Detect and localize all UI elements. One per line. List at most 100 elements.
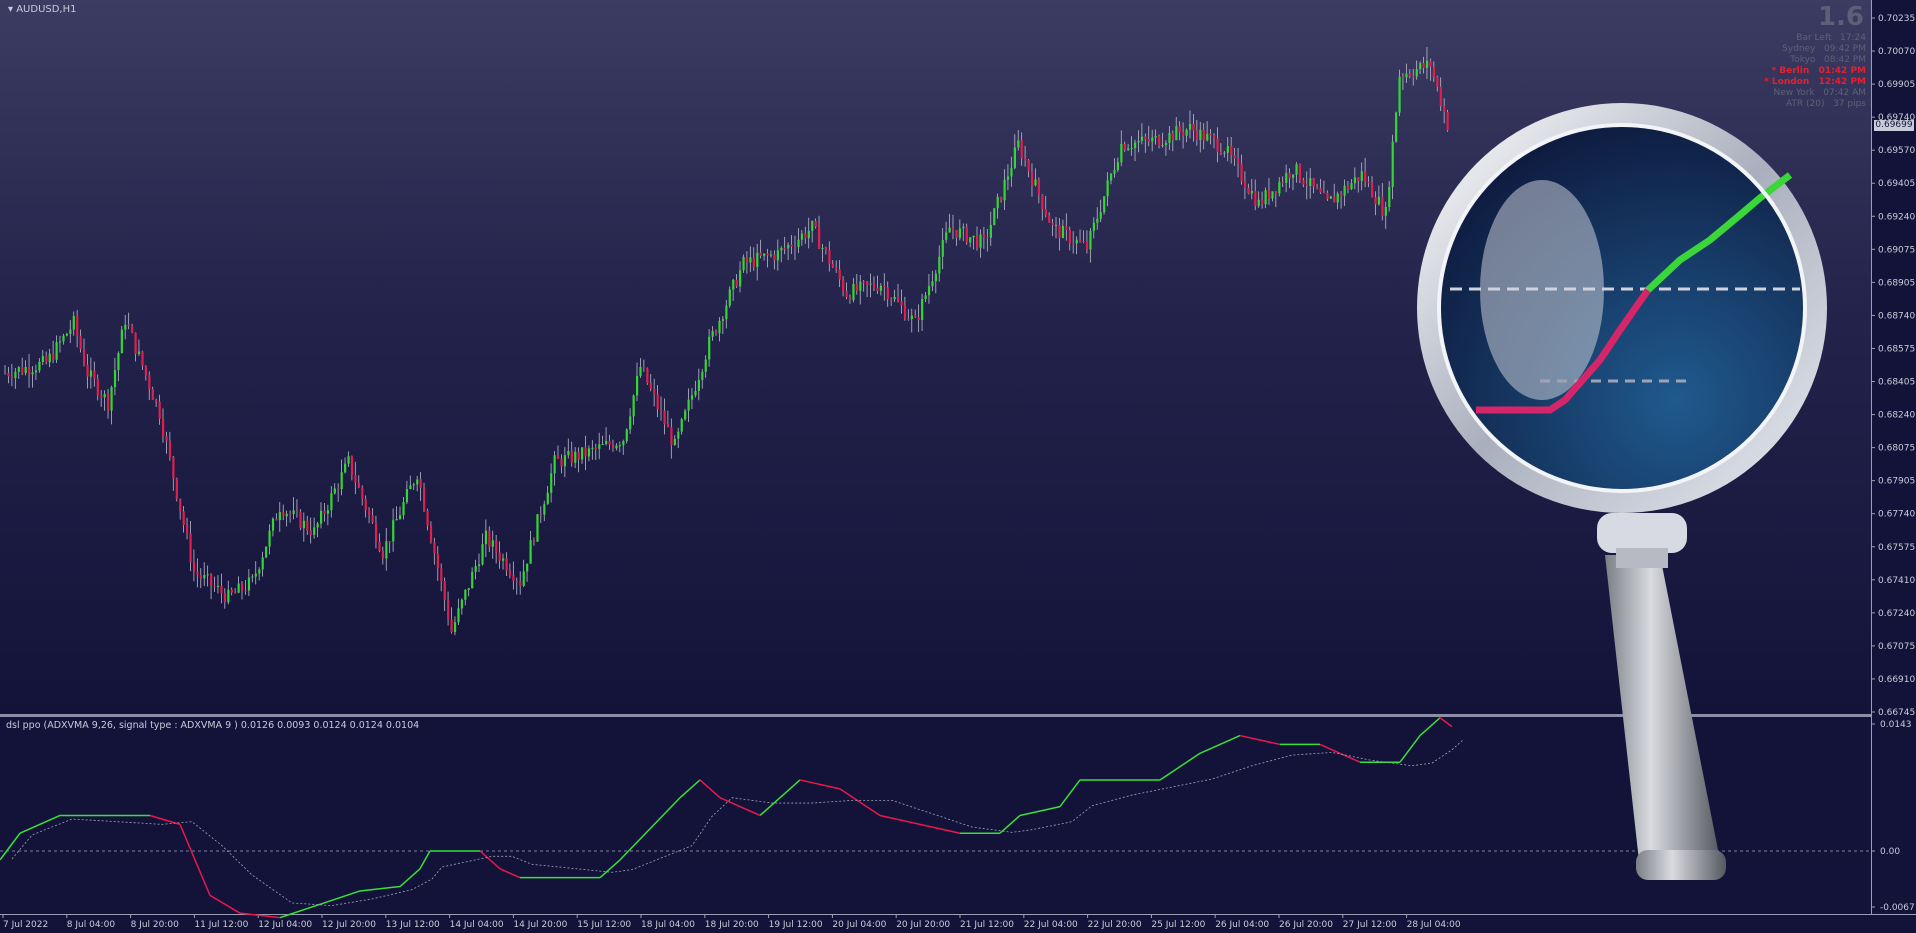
bear-candle <box>1261 199 1264 205</box>
bull-candle <box>258 569 261 574</box>
bull-candle <box>316 523 319 528</box>
bear-candle <box>433 542 436 554</box>
bull-candle <box>1395 112 1398 142</box>
bull-candle <box>787 244 790 249</box>
time-axis[interactable] <box>0 914 1916 933</box>
bull-candle <box>24 367 27 374</box>
bull-candle <box>1013 147 1016 168</box>
bear-candle <box>189 533 192 562</box>
bull-candle <box>203 574 206 579</box>
bear-candle <box>745 256 749 263</box>
bull-candle <box>958 228 962 238</box>
magnifier-collar <box>1597 513 1687 553</box>
bear-candle <box>773 254 776 261</box>
bull-candle <box>690 395 694 400</box>
bull-candle <box>409 485 412 490</box>
time-tick-label: 27 Jul 12:00 <box>1343 920 1397 930</box>
bear-candle <box>210 574 213 586</box>
bear-candle <box>917 317 920 321</box>
bull-candle <box>117 353 120 371</box>
bull-candle <box>677 431 680 439</box>
bull-candle <box>948 227 951 233</box>
bull-candle <box>1384 207 1387 216</box>
bull-candle <box>921 299 924 321</box>
bull-candle <box>1223 152 1226 154</box>
bull-candle <box>550 473 553 493</box>
bull-candle <box>89 370 93 377</box>
bull-candle <box>879 285 883 291</box>
bear-candle <box>440 568 443 582</box>
bear-candle <box>907 318 910 320</box>
bull-candle <box>821 247 824 249</box>
bull-candle <box>62 335 65 342</box>
bull-candle <box>1164 142 1168 146</box>
bear-candle <box>1178 126 1181 133</box>
bull-candle <box>1292 174 1295 178</box>
bear-candle <box>814 220 817 227</box>
bear-candle <box>179 498 182 512</box>
bull-candle <box>635 375 639 396</box>
bear-candle <box>364 498 367 511</box>
bull-candle <box>680 419 683 432</box>
bear-candle <box>831 263 834 268</box>
time-tick-label: 14 Jul 20:00 <box>513 920 567 930</box>
time-tick-label: 26 Jul 04:00 <box>1215 920 1269 930</box>
bull-candle <box>110 387 113 411</box>
bull-candle <box>536 514 539 542</box>
bull-candle <box>742 256 745 271</box>
bull-candle <box>979 234 982 248</box>
bear-candle <box>660 409 663 411</box>
price-tick-label: 0.67410 <box>1878 576 1915 586</box>
bear-candle <box>570 451 573 463</box>
bull-candle <box>491 540 494 547</box>
bear-candle <box>1000 196 1003 201</box>
bull-candle <box>481 544 484 565</box>
lens-glare <box>1480 180 1604 400</box>
bear-candle <box>378 541 381 551</box>
bull-candle <box>1343 185 1346 196</box>
bull-candle <box>1017 140 1020 148</box>
price-tick-label: 0.69240 <box>1878 212 1915 222</box>
bear-candle <box>196 571 199 576</box>
bear-candle <box>556 455 560 459</box>
bull-candle <box>1188 123 1192 130</box>
bear-candle <box>1240 163 1243 182</box>
spread-readout: 1.6 <box>1817 2 1864 32</box>
bull-candle <box>137 351 141 354</box>
bull-candle <box>333 488 336 494</box>
bear-candle <box>429 525 433 543</box>
bear-candle <box>1082 241 1085 243</box>
time-tick-label: 13 Jul 12:00 <box>386 920 440 930</box>
bull-candle <box>529 540 532 564</box>
symbol-title[interactable]: ▾ AUDUSD,H1 <box>8 4 77 15</box>
bear-candle <box>584 447 587 457</box>
bull-candle <box>38 361 41 371</box>
bear-candle <box>381 550 385 559</box>
bear-candle <box>1422 63 1425 68</box>
bull-candle <box>673 438 676 446</box>
bear-candle <box>79 335 82 349</box>
bull-candle <box>1350 183 1353 190</box>
bull-candle <box>278 512 281 521</box>
bear-candle <box>234 592 237 594</box>
bull-candle <box>48 353 51 363</box>
indicator-panel[interactable] <box>0 717 1871 913</box>
bear-candle <box>230 589 233 593</box>
bear-candle <box>1182 132 1185 136</box>
price-axis[interactable] <box>1871 0 1916 915</box>
bull-candle <box>251 576 254 578</box>
bear-candle <box>1192 123 1195 131</box>
bull-candle <box>1061 226 1065 239</box>
bear-candle <box>876 287 879 291</box>
bear-candle <box>172 456 175 479</box>
bear-candle <box>1346 185 1350 190</box>
panel-separator[interactable] <box>0 714 1916 717</box>
bear-candle <box>1274 191 1278 194</box>
bear-candle <box>577 451 580 460</box>
bear-candle <box>295 510 299 513</box>
bull-candle <box>1377 196 1381 205</box>
bear-candle <box>1319 188 1322 193</box>
bear-candle <box>1041 194 1044 210</box>
time-tick-label: 28 Jul 04:00 <box>1407 920 1461 930</box>
session-info-panel: Bar Left 17:24 Sydney 09:42 PM Tokyo 08:42… <box>1764 33 1866 110</box>
